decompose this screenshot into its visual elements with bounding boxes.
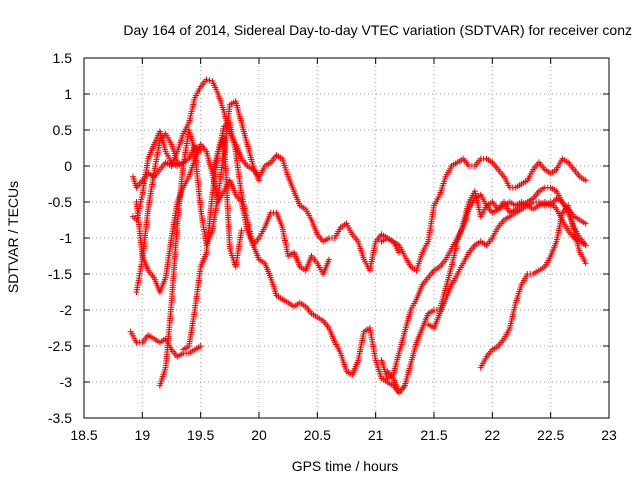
data-point — [238, 227, 245, 234]
data-point — [582, 260, 589, 267]
y-tick-label: 0.5 — [53, 122, 73, 138]
y-tick-label: 1 — [64, 86, 72, 102]
data-point — [582, 220, 589, 227]
y-tick-label: 0 — [64, 158, 72, 174]
y-tick-label: -3 — [60, 374, 73, 390]
series-track-9 — [378, 155, 589, 274]
x-tick-label: 19.5 — [187, 427, 214, 443]
y-tick-label: -1.5 — [48, 266, 72, 282]
x-tick-label: 19 — [135, 427, 151, 443]
x-tick-label: 20.5 — [304, 427, 331, 443]
y-tick-label: 1.5 — [53, 50, 73, 66]
y-tick-label: -0.5 — [48, 194, 72, 210]
series-track-5 — [133, 130, 187, 295]
y-tick-label: -1 — [60, 230, 73, 246]
data-point — [256, 177, 262, 184]
x-tick-label: 23 — [601, 427, 617, 443]
x-tick-label: 18.5 — [70, 427, 97, 443]
axis-ticks — [83, 57, 610, 419]
data-point — [197, 343, 204, 349]
data-point — [582, 242, 589, 249]
y-tick-label: -3.5 — [48, 410, 72, 426]
x-tick-label: 20 — [251, 427, 267, 443]
data-points — [127, 76, 589, 396]
x-tick-label: 21 — [368, 427, 384, 443]
x-tick-labels: 18.5 19 19.5 20 20.5 21 21.5 22 22.5 23 — [70, 427, 617, 443]
data-point — [206, 77, 213, 84]
y-tick-labels: -3.5 -3 -2.5 -2 -1.5 -1 -0.5 0 0.5 1 1.5 — [48, 50, 72, 426]
y-tick-label: -2.5 — [48, 338, 72, 354]
chart-title: Day 164 of 2014, Sidereal Day-to-day VTE… — [123, 22, 632, 38]
data-point — [203, 76, 210, 83]
series-track-8 — [209, 119, 408, 396]
series-track-7 — [180, 134, 245, 353]
data-point — [326, 256, 332, 263]
x-axis-label: GPS time / hours — [292, 458, 399, 474]
x-tick-label: 22 — [485, 427, 501, 443]
x-tick-label: 22.5 — [537, 427, 564, 443]
x-tick-label: 21.5 — [420, 427, 447, 443]
y-tick-label: -2 — [60, 302, 73, 318]
data-point — [582, 177, 589, 184]
y-axis-label: SDTVAR / TECUs — [5, 181, 21, 293]
series-track-12 — [425, 199, 589, 331]
series-track-10 — [378, 184, 589, 382]
series-track-13 — [477, 202, 589, 371]
